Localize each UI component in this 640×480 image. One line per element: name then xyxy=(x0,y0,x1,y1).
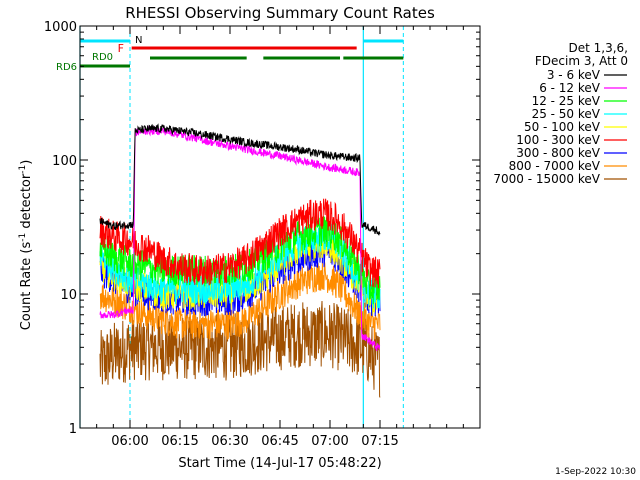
legend-entry-label-4: 50 - 100 keV xyxy=(524,120,601,134)
x-tick-label-3: 06:45 xyxy=(261,434,298,449)
x-axis: 06:00 06:15 06:30 06:45 07:00 07:15 xyxy=(79,26,481,449)
flag-label-n: N xyxy=(135,35,142,46)
y-axis: 1 10 100 1000 xyxy=(44,20,480,437)
y-tick-label-3: 1000 xyxy=(44,20,77,35)
footer-date: 1-Sep-2022 10:30 xyxy=(555,467,636,477)
x-axis-label: Start Time (14-Jul-17 05:48:22) xyxy=(178,456,381,471)
y-axis-label: Count Rate (s-1 detector-1) xyxy=(18,160,34,331)
series-line-1 xyxy=(99,124,381,351)
y-axis-label-middle: detector xyxy=(19,173,34,233)
plot-area: NF RD0 RD6 xyxy=(56,26,404,428)
legend-entry-label-1: 6 - 12 keV xyxy=(539,81,601,95)
legend-entry-label-3: 25 - 50 keV xyxy=(532,107,601,121)
y-axis-label-sup2: -1 xyxy=(18,165,28,174)
x-tick-label-4: 07:00 xyxy=(311,434,348,449)
legend-entry-label-6: 300 - 800 keV xyxy=(516,146,600,160)
x-tick-label-1: 06:15 xyxy=(161,434,198,449)
y-tick-label-1: 10 xyxy=(60,288,77,303)
series-line-7 xyxy=(99,260,381,340)
series-line-0 xyxy=(99,123,381,236)
legend-entry-label-7: 800 - 7000 keV xyxy=(509,159,601,173)
series-line-5 xyxy=(99,198,381,289)
x-tick-label-5: 07:15 xyxy=(361,434,398,449)
x-tick-label-2: 06:30 xyxy=(211,434,248,449)
x-tick-label-0: 06:00 xyxy=(111,434,148,449)
legend-entry-label-2: 12 - 25 keV xyxy=(532,94,601,108)
legend-header-line-2: FDecim 3, Att 0 xyxy=(535,54,628,68)
legend-header-line-1: Det 1,3,6, xyxy=(569,41,629,55)
flag-label-f: F xyxy=(118,42,124,55)
chart-title: RHESSI Observing Summary Count Rates xyxy=(125,4,435,22)
series-line-4 xyxy=(99,227,381,315)
legend-entry-label-0: 3 - 6 keV xyxy=(547,68,601,82)
y-axis-label-sup: -1 xyxy=(18,233,28,242)
y-axis-label-prefix: Count Rate (s xyxy=(19,242,34,331)
flag-label-rd0: RD0 xyxy=(92,52,113,63)
legend-entry-label-5: 100 - 300 keV xyxy=(516,133,600,147)
flag-label-rd6: RD6 xyxy=(56,62,77,73)
y-tick-label-0: 1 xyxy=(69,422,77,437)
legend-entry-label-8: 7000 - 15000 keV xyxy=(493,172,600,186)
y-tick-label-2: 100 xyxy=(52,154,77,169)
y-axis-label-end: ) xyxy=(19,160,34,165)
